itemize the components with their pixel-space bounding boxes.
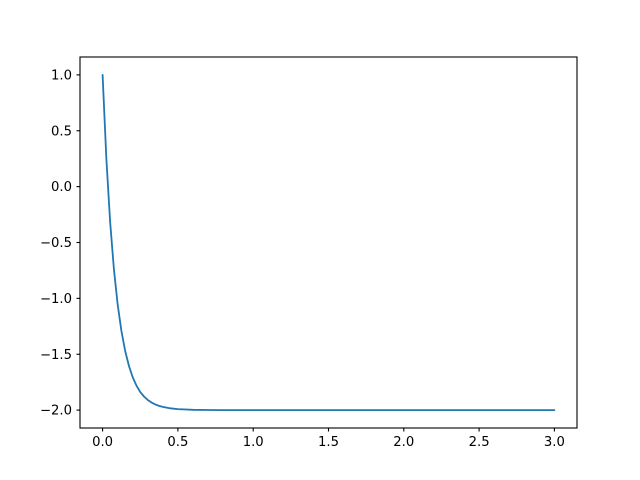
x-tick-label: 1.0 [243, 435, 264, 450]
y-axis-ticks: 1.0 0.5 0.0 −0.5 −1.0 −1.5 −2.0 [40, 68, 80, 419]
x-tick-label: 0.5 [167, 435, 188, 450]
line-exponential-decay [101, 73, 556, 412]
x-axis-ticks: 0.0 0.5 1.0 1.5 2.0 2.5 3.0 [92, 428, 565, 450]
x-tick-label: 1.5 [318, 435, 339, 450]
y-tick-label: −2.0 [40, 404, 72, 419]
y-tick-label: 1.0 [51, 68, 72, 83]
x-tick-label: 3.0 [544, 435, 565, 450]
y-tick-label: −1.0 [40, 292, 72, 307]
data-series-group [101, 73, 556, 412]
y-tick-label: −1.5 [40, 348, 72, 363]
y-tick-label: 0.0 [51, 180, 72, 195]
x-tick-label: 0.0 [92, 435, 113, 450]
x-tick-label: 2.0 [393, 435, 414, 450]
axes-background [80, 57, 577, 428]
x-tick-label: 2.5 [469, 435, 490, 450]
y-tick-label: 0.5 [51, 124, 72, 139]
y-tick-label: −0.5 [40, 236, 72, 251]
